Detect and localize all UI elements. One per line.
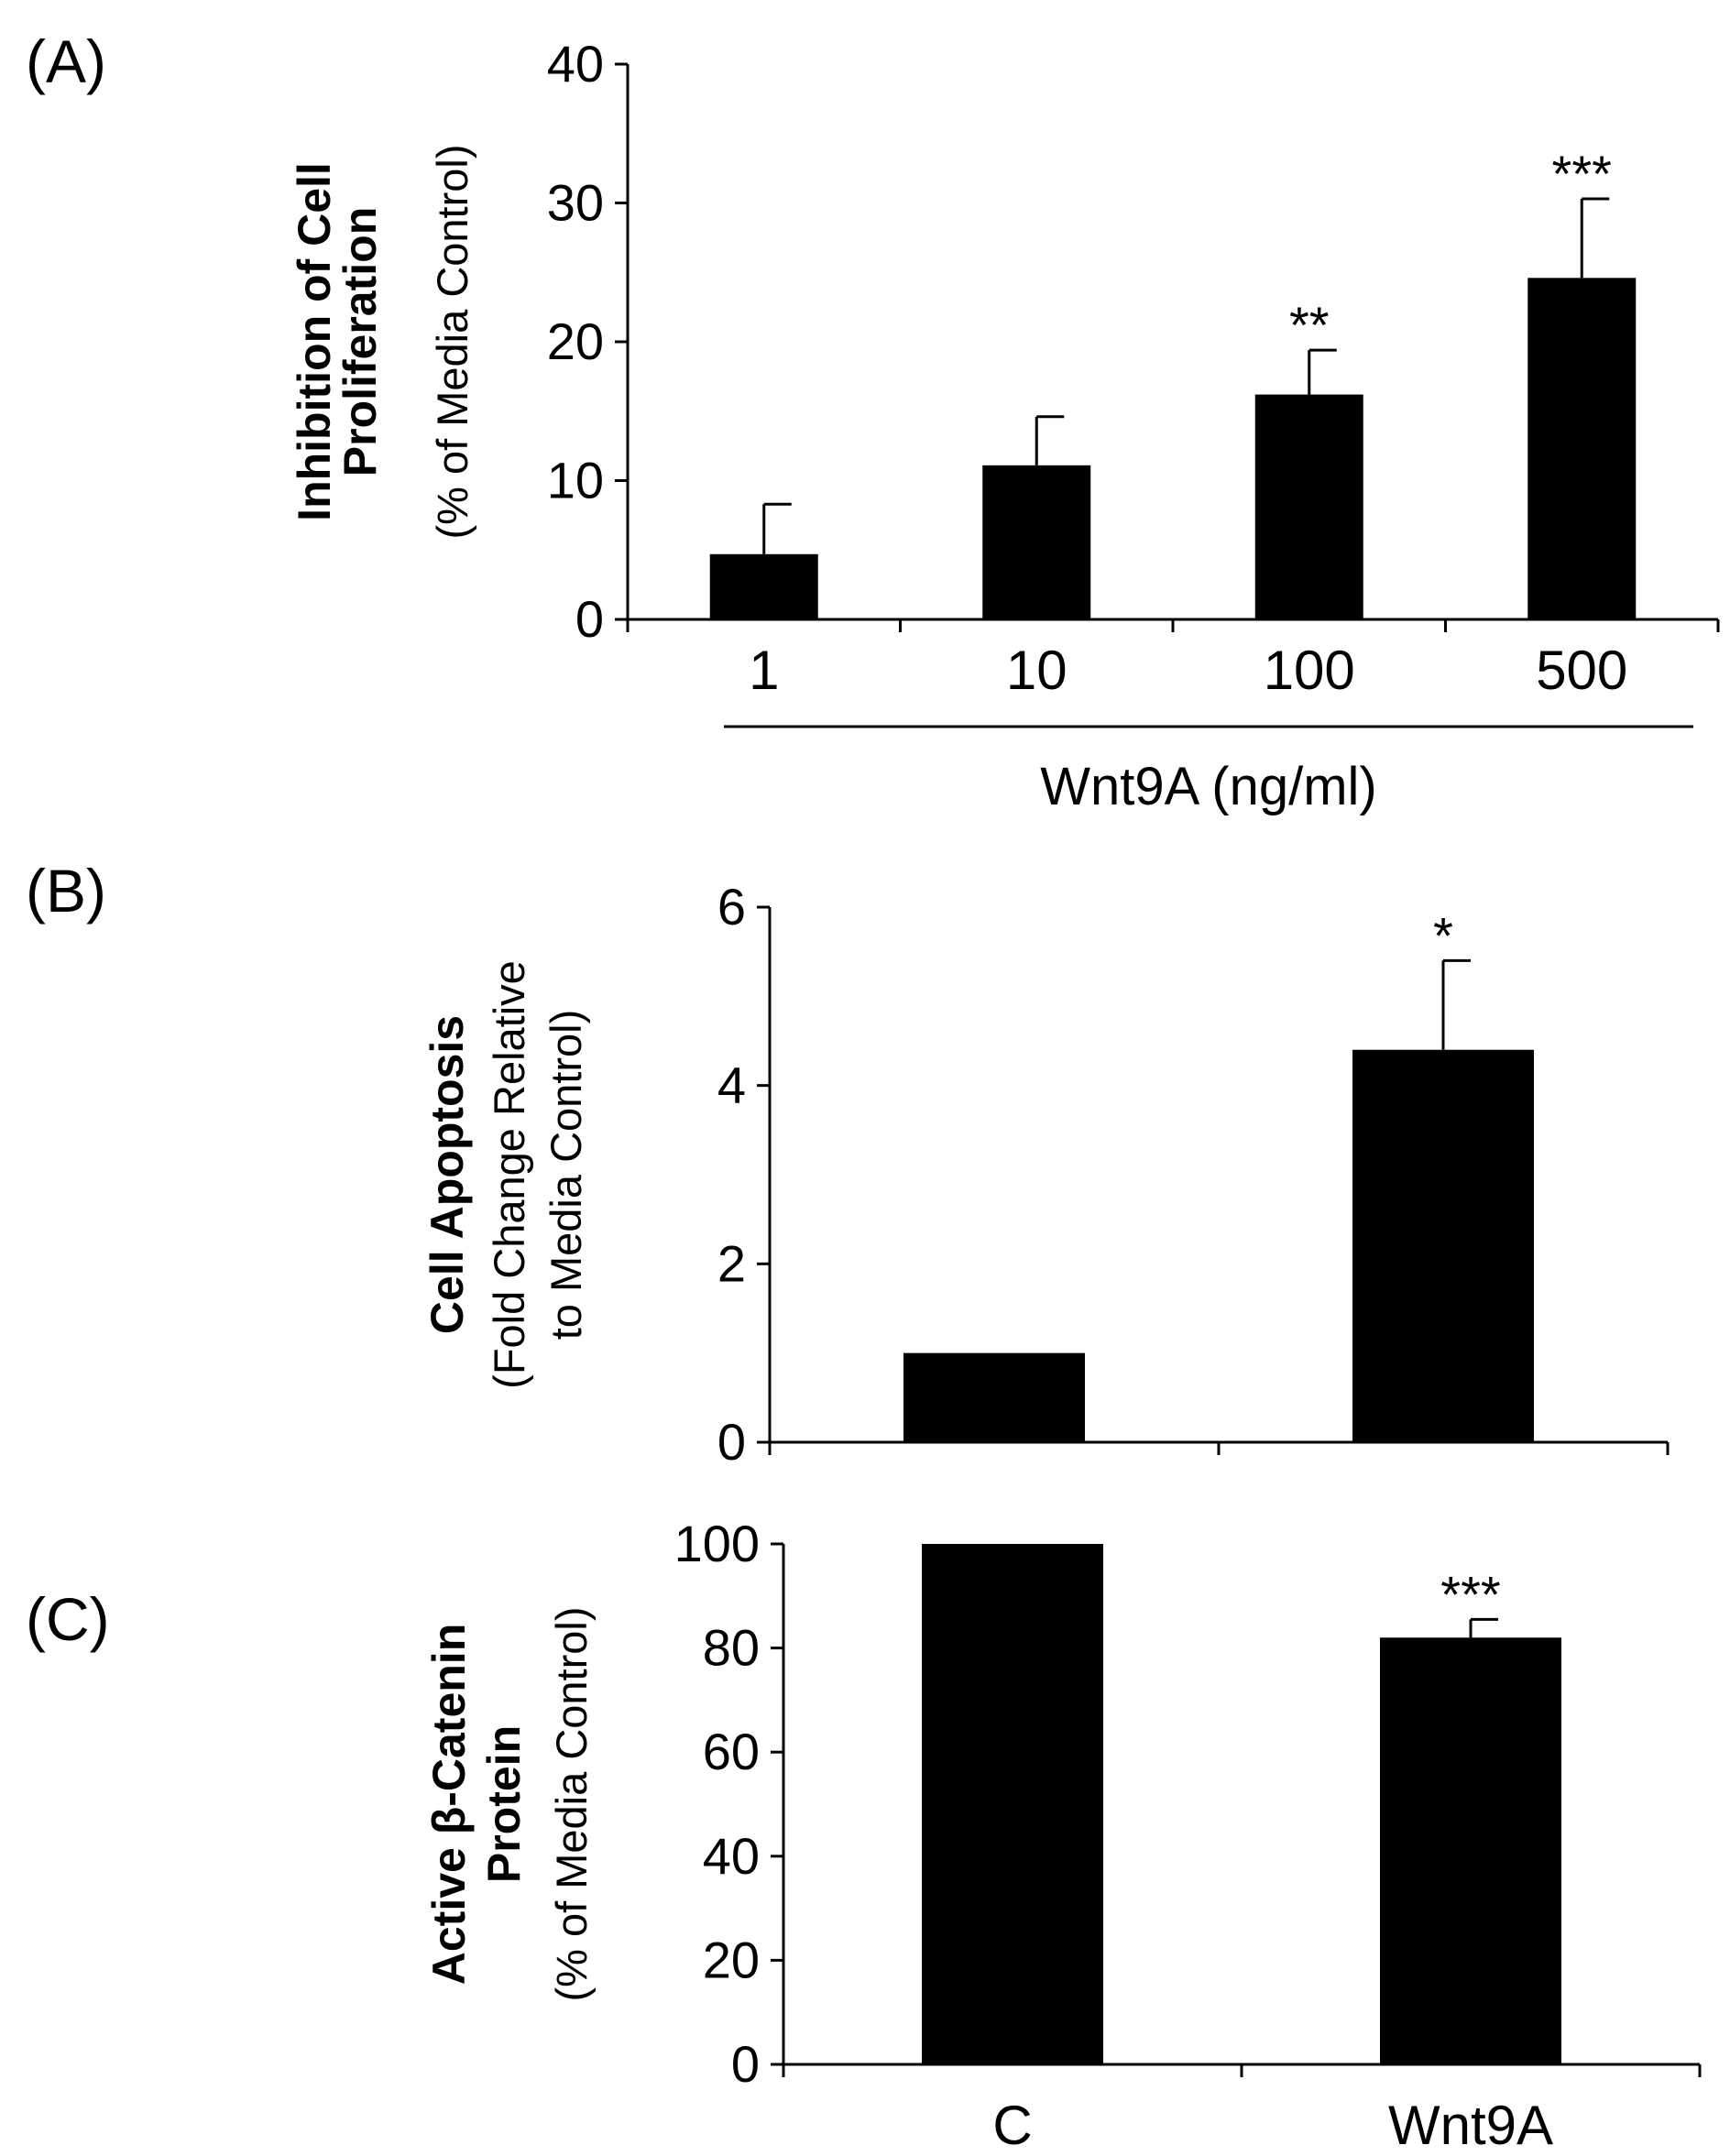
panel-b-y-tick-label: 6 xyxy=(717,878,746,936)
panel-c-y-tick-label: 20 xyxy=(703,1931,760,1988)
panel-c-y-tick-label: 80 xyxy=(703,1619,760,1677)
panel-b-y-tick-label: 4 xyxy=(717,1056,746,1114)
panel-b-y-tick-label: 0 xyxy=(717,1413,746,1471)
panel-a-y-tick-label: 20 xyxy=(547,312,604,370)
panel-c-y-tick-label: 0 xyxy=(731,2035,760,2093)
panel-c-bar xyxy=(1380,1637,1561,2064)
panel-b-y-axis-sublabel: (Fold Change Relative xyxy=(485,960,533,1389)
panel-a-y-axis-sublabel: (% of Media Control) xyxy=(428,145,476,540)
panel-a-significance: ** xyxy=(1289,296,1330,354)
panel-c-y-axis-sublabel: (% of Media Control) xyxy=(547,1607,596,2002)
panel-a-y-tick-label: 0 xyxy=(575,590,604,648)
panel-a-label: (A) xyxy=(26,27,106,95)
panel-a-x-category-label: 1 xyxy=(749,640,779,701)
panel-c-significance: *** xyxy=(1440,1565,1500,1623)
panel-b-y-tick-label: 2 xyxy=(717,1234,746,1292)
panel-a-y-axis-label: Inhibition of Cell xyxy=(289,162,340,521)
panel-b-bar xyxy=(1352,1049,1534,1442)
panel-a-y-tick-label: 40 xyxy=(547,35,604,93)
panel-a-bar xyxy=(982,465,1091,619)
panel-b-y-axis-label: Cell Apoptosis xyxy=(422,1015,473,1334)
panel-b-y-axis-sublabel: to Media Control) xyxy=(542,1010,590,1341)
panel-a-bar xyxy=(1254,394,1363,619)
panel-c-x-category-label: Wnt9A xyxy=(1388,2095,1553,2156)
panel-b-label: (B) xyxy=(26,857,106,925)
panel-b-bar xyxy=(903,1352,1085,1442)
panel-b-significance: * xyxy=(1433,906,1453,964)
panel-a-significance: *** xyxy=(1552,145,1612,202)
panel-a-x-axis-label: Wnt9A (ng/ml) xyxy=(1040,757,1376,816)
panel-a-y-tick-label: 10 xyxy=(547,452,604,509)
panel-a-y-tick-label: 30 xyxy=(547,174,604,232)
panel-c-y-axis-label: Protein xyxy=(478,1725,530,1883)
panel-c-x-category-label: C xyxy=(992,2095,1032,2156)
panel-c-label: (C) xyxy=(26,1585,110,1653)
panel-c-y-axis-label: Active β-Catenin xyxy=(423,1624,475,1985)
panel-a-bar xyxy=(1527,278,1637,619)
panel-c-y-tick-label: 40 xyxy=(703,1827,760,1885)
panel-a-x-category-label: 10 xyxy=(1006,640,1068,701)
panel-a-x-category-label: 100 xyxy=(1264,640,1355,701)
panel-c-y-tick-label: 60 xyxy=(703,1723,760,1780)
panel-a-x-category-label: 500 xyxy=(1536,640,1627,701)
panel-c-bar xyxy=(922,1544,1103,2064)
panel-a-bar xyxy=(709,553,818,619)
panel-c-y-tick-label: 100 xyxy=(674,1515,760,1572)
panel-a-y-axis-label: Proliferation xyxy=(334,207,386,476)
